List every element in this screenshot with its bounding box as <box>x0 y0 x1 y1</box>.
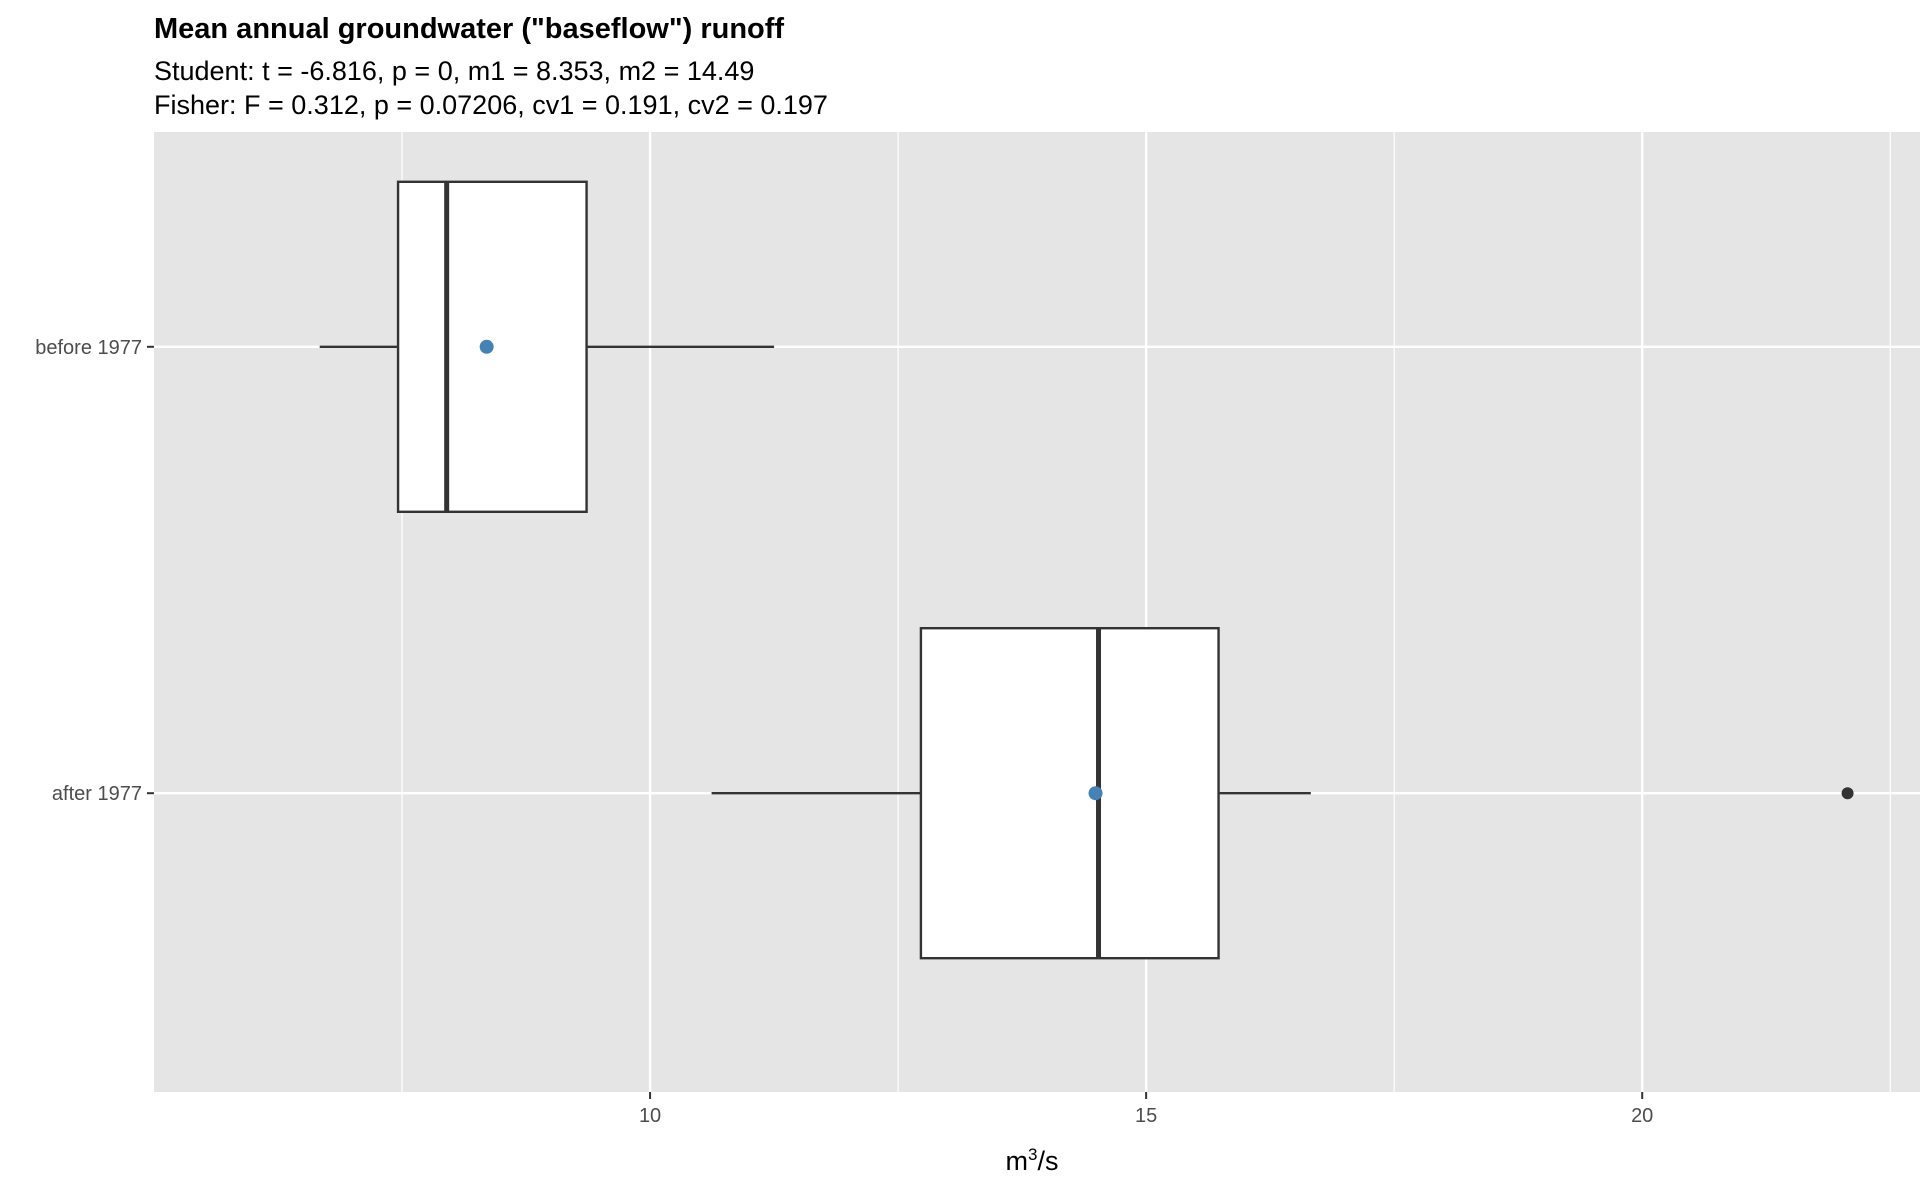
y-axis: before 1977 after 1977 <box>35 337 154 805</box>
outlier-point <box>1841 787 1854 800</box>
x-axis-title-unit: /s <box>1037 1146 1058 1176</box>
chart-subtitle-line-1: Student: t = -6.816, p = 0, m1 = 8.353, … <box>154 56 754 86</box>
x-axis-tick-label: 20 <box>1631 1105 1653 1127</box>
mean-point <box>479 339 494 354</box>
x-axis-title: m3/s <box>1006 1145 1059 1176</box>
box-series <box>319 180 1854 960</box>
mean-point <box>1088 786 1103 801</box>
x-axis: 10 15 20 <box>639 1092 1653 1127</box>
x-axis-title-superscript: 3 <box>1028 1145 1037 1164</box>
box-group <box>711 627 1854 960</box>
chart-subtitle-line-2: Fisher: F = 0.312, p = 0.07206, cv1 = 0.… <box>154 90 828 120</box>
x-axis-title-base: m <box>1006 1146 1029 1176</box>
y-axis-tick-label: after 1977 <box>52 783 142 805</box>
box-iqr <box>919 627 1220 960</box>
x-axis-tick-label: 10 <box>639 1105 661 1127</box>
y-axis-tick-label: before 1977 <box>35 337 142 359</box>
chart-title: Mean annual groundwater ("baseflow") run… <box>154 13 784 45</box>
box-group <box>319 180 775 514</box>
x-axis-tick-label: 15 <box>1135 1105 1157 1127</box>
